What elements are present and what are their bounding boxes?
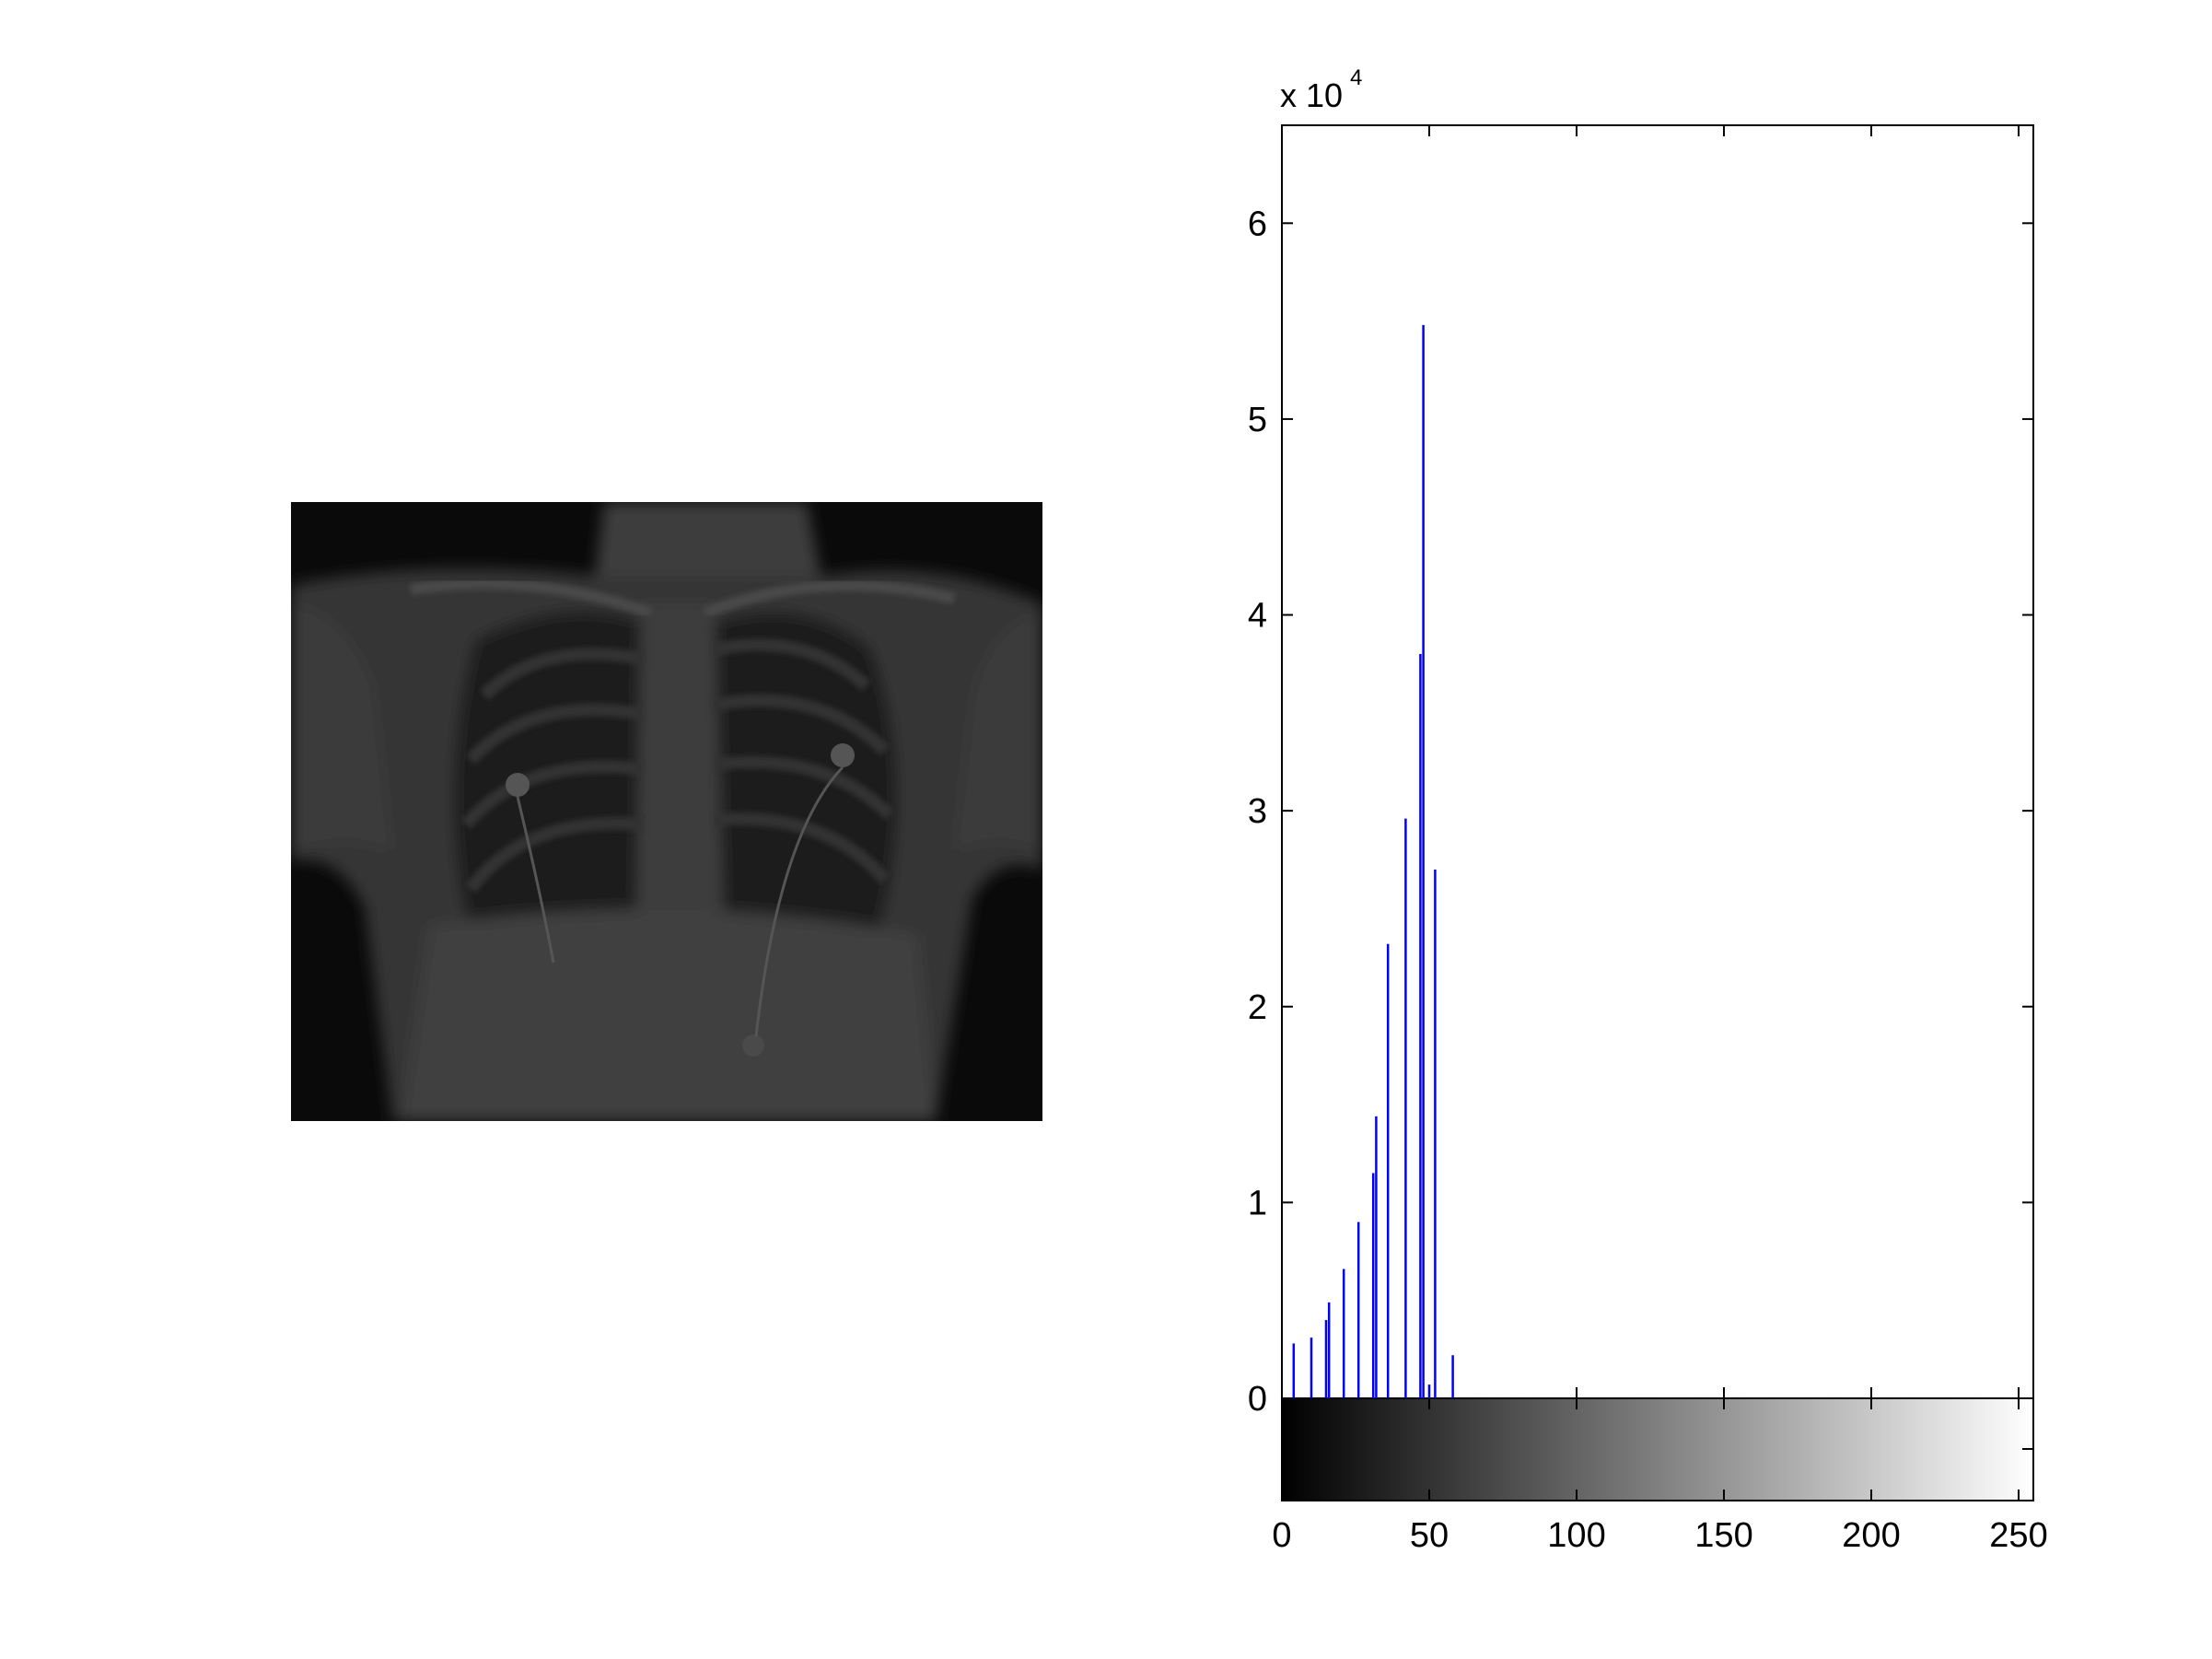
plot-frame [1281, 124, 2034, 1399]
y-multiplier-base: x 10 [1280, 76, 1343, 114]
y-tick-label: 2 [1248, 988, 1267, 1027]
y-tick-label: 4 [1248, 597, 1267, 636]
x-tick-label: 50 [1410, 1516, 1449, 1555]
y-multiplier-exponent: 4 [1350, 65, 1362, 90]
y-tick-label: 3 [1248, 792, 1267, 831]
histogram-bars [1292, 324, 1454, 1398]
y-tick-label: 5 [1248, 401, 1267, 439]
x-tick-label: 250 [1989, 1516, 2047, 1555]
y-axis: 0 1 2 3 4 5 6 [1248, 204, 2033, 1450]
x-axis: 0 50 100 150 200 250 [1272, 125, 2048, 1555]
x-tick-label: 100 [1547, 1516, 1605, 1555]
x-tick-label: 200 [1842, 1516, 1900, 1555]
x-tick-label: 150 [1694, 1516, 1752, 1555]
x-tick-label: 0 [1272, 1516, 1291, 1555]
y-tick-label: 0 [1248, 1380, 1267, 1419]
y-tick-label: 6 [1248, 204, 1267, 243]
xray-image [291, 502, 1042, 1121]
y-tick-label: 1 [1248, 1184, 1267, 1222]
colorbar [1281, 1397, 2034, 1501]
